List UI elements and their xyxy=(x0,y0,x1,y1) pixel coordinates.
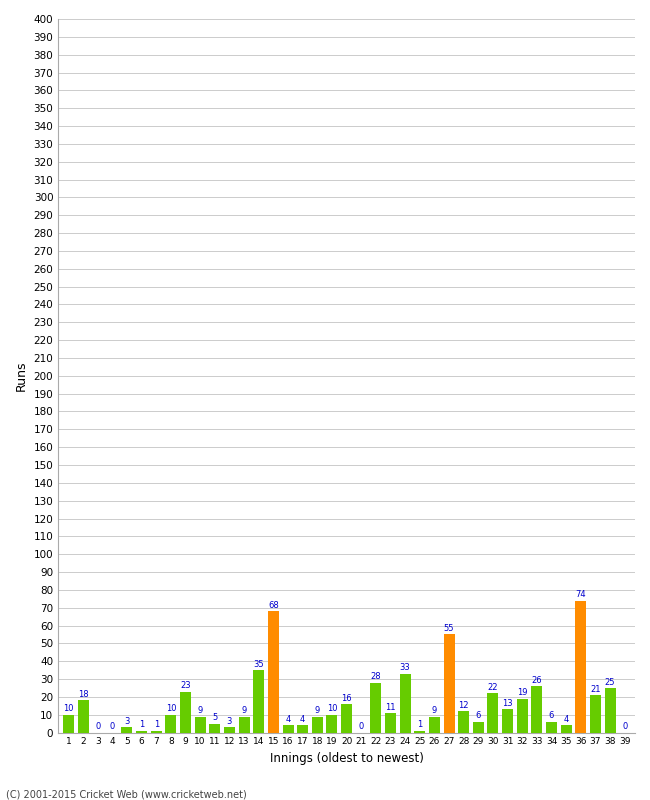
Bar xyxy=(532,686,542,733)
Bar xyxy=(429,717,440,733)
Text: 26: 26 xyxy=(532,676,542,685)
Bar xyxy=(63,714,74,733)
Bar xyxy=(546,722,557,733)
Text: 13: 13 xyxy=(502,699,513,708)
Bar xyxy=(283,726,294,733)
Text: 0: 0 xyxy=(110,722,115,731)
Bar xyxy=(312,717,323,733)
Bar xyxy=(209,724,220,733)
Text: (C) 2001-2015 Cricket Web (www.cricketweb.net): (C) 2001-2015 Cricket Web (www.cricketwe… xyxy=(6,790,247,800)
Text: 3: 3 xyxy=(227,717,232,726)
Bar xyxy=(604,688,616,733)
Text: 6: 6 xyxy=(476,711,481,721)
Text: 1: 1 xyxy=(139,720,144,730)
Text: 21: 21 xyxy=(590,685,601,694)
Text: 18: 18 xyxy=(78,690,88,699)
Bar xyxy=(195,717,205,733)
Text: 10: 10 xyxy=(327,704,337,714)
Text: 9: 9 xyxy=(315,706,320,715)
Text: 5: 5 xyxy=(212,714,218,722)
Text: 9: 9 xyxy=(198,706,203,715)
Bar xyxy=(239,717,250,733)
Bar xyxy=(370,682,382,733)
Text: 1: 1 xyxy=(417,720,422,730)
Text: 68: 68 xyxy=(268,601,279,610)
Text: 4: 4 xyxy=(300,715,306,724)
Bar xyxy=(385,713,396,733)
Bar xyxy=(165,714,176,733)
Bar xyxy=(590,695,601,733)
Text: 11: 11 xyxy=(385,702,396,711)
X-axis label: Innings (oldest to newest): Innings (oldest to newest) xyxy=(270,752,424,765)
Bar xyxy=(77,701,88,733)
Text: 9: 9 xyxy=(242,706,247,715)
Text: 6: 6 xyxy=(549,711,554,721)
Bar xyxy=(341,704,352,733)
Bar xyxy=(561,726,572,733)
Bar xyxy=(575,601,586,733)
Bar xyxy=(297,726,308,733)
Bar xyxy=(458,711,469,733)
Text: 0: 0 xyxy=(95,722,100,731)
Bar xyxy=(400,674,411,733)
Bar xyxy=(122,727,133,733)
Text: 55: 55 xyxy=(444,624,454,633)
Bar xyxy=(136,730,147,733)
Text: 4: 4 xyxy=(285,715,291,724)
Text: 10: 10 xyxy=(166,704,176,714)
Bar xyxy=(224,727,235,733)
Text: 74: 74 xyxy=(575,590,586,599)
Y-axis label: Runs: Runs xyxy=(15,361,28,391)
Text: 33: 33 xyxy=(400,663,411,672)
Bar xyxy=(268,611,279,733)
Text: 0: 0 xyxy=(622,722,627,731)
Bar xyxy=(473,722,484,733)
Bar xyxy=(180,691,191,733)
Bar xyxy=(517,698,528,733)
Text: 22: 22 xyxy=(488,683,499,692)
Text: 10: 10 xyxy=(63,704,73,714)
Bar xyxy=(254,670,265,733)
Text: 19: 19 xyxy=(517,688,528,698)
Text: 12: 12 xyxy=(458,701,469,710)
Text: 28: 28 xyxy=(370,672,381,682)
Bar xyxy=(502,710,513,733)
Bar xyxy=(414,730,425,733)
Text: 9: 9 xyxy=(432,706,437,715)
Text: 4: 4 xyxy=(564,715,569,724)
Text: 35: 35 xyxy=(254,660,264,669)
Bar xyxy=(326,714,337,733)
Text: 23: 23 xyxy=(180,681,191,690)
Bar xyxy=(488,694,499,733)
Text: 1: 1 xyxy=(153,720,159,730)
Text: 16: 16 xyxy=(341,694,352,702)
Bar xyxy=(151,730,162,733)
Text: 0: 0 xyxy=(359,722,364,731)
Text: 25: 25 xyxy=(605,678,616,686)
Text: 3: 3 xyxy=(124,717,129,726)
Bar xyxy=(443,634,454,733)
